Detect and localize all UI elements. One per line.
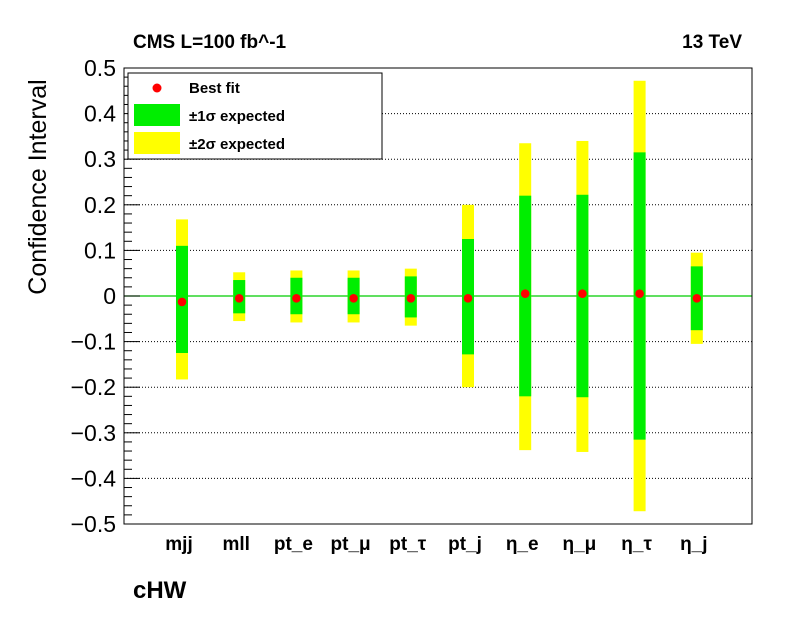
energy-label: 13 TeV	[682, 32, 742, 53]
y-axis-title: Confidence Interval	[24, 79, 52, 294]
best-fit-point	[635, 289, 644, 299]
y-tick-label: −0.5	[71, 511, 116, 537]
x-category-label: η_τ	[621, 534, 652, 555]
x-category-label: pt_j	[448, 534, 482, 555]
x-category-label: pt_μ	[331, 534, 371, 555]
legend-two-sigma-swatch	[134, 132, 180, 154]
best-fit-point	[349, 293, 358, 303]
y-tick-label: −0.1	[71, 329, 116, 355]
x-category-label: η_e	[506, 534, 539, 555]
y-tick-label: 0.1	[84, 237, 116, 263]
best-fit-point	[234, 293, 244, 303]
best-fit-point	[406, 293, 416, 303]
x-category-label: η_μ	[562, 534, 596, 555]
legend-best-fit-marker	[152, 83, 162, 93]
y-tick-label: −0.2	[71, 374, 116, 400]
best-fit-point	[463, 293, 473, 303]
plot-frame	[123, 67, 753, 525]
best-fit-point	[692, 293, 702, 303]
best-fit-points	[177, 289, 702, 307]
y-tick-label: 0.3	[84, 146, 116, 172]
x-category-label: pt_τ	[389, 534, 427, 555]
legend-one-sigma-label: ±1σ expected	[189, 108, 285, 125]
y-tick-label: 0.2	[84, 192, 116, 218]
legend-one-sigma-swatch	[134, 104, 180, 126]
legend-two-sigma-label: ±2σ expected	[189, 136, 285, 153]
best-fit-point	[177, 297, 187, 307]
operator-label: cHW	[133, 577, 187, 604]
x-category-label: η_j	[680, 534, 707, 555]
x-category-label: mll	[222, 534, 249, 555]
legend-best-fit-label: Best fit	[189, 80, 240, 97]
x-category-label: mjj	[165, 534, 192, 555]
best-fit-point	[292, 293, 301, 303]
y-tick-label: 0	[103, 283, 116, 309]
y-tick-label: −0.3	[71, 420, 116, 446]
y-axis-ticks: 0.5 0.4 0.3 0.2 0.1 0 −0.1 −0.2 −0.3 −0.4 −0.5	[71, 55, 140, 537]
legend: Best fit ±1σ expected ±2σ expected	[127, 72, 383, 160]
x-axis-labels: mjj mll pt_e pt_μ pt_τ pt_j η_e η_μ η_τ η_j	[165, 534, 707, 555]
y-tick-label: 0.5	[84, 55, 116, 81]
best-fit-point	[578, 289, 587, 299]
best-fit-point	[520, 289, 530, 299]
y-tick-label: −0.4	[71, 465, 117, 491]
experiment-label: CMS L=100 fb^-1	[133, 32, 287, 53]
x-category-label: pt_e	[274, 534, 313, 555]
y-tick-label: 0.4	[84, 101, 116, 127]
